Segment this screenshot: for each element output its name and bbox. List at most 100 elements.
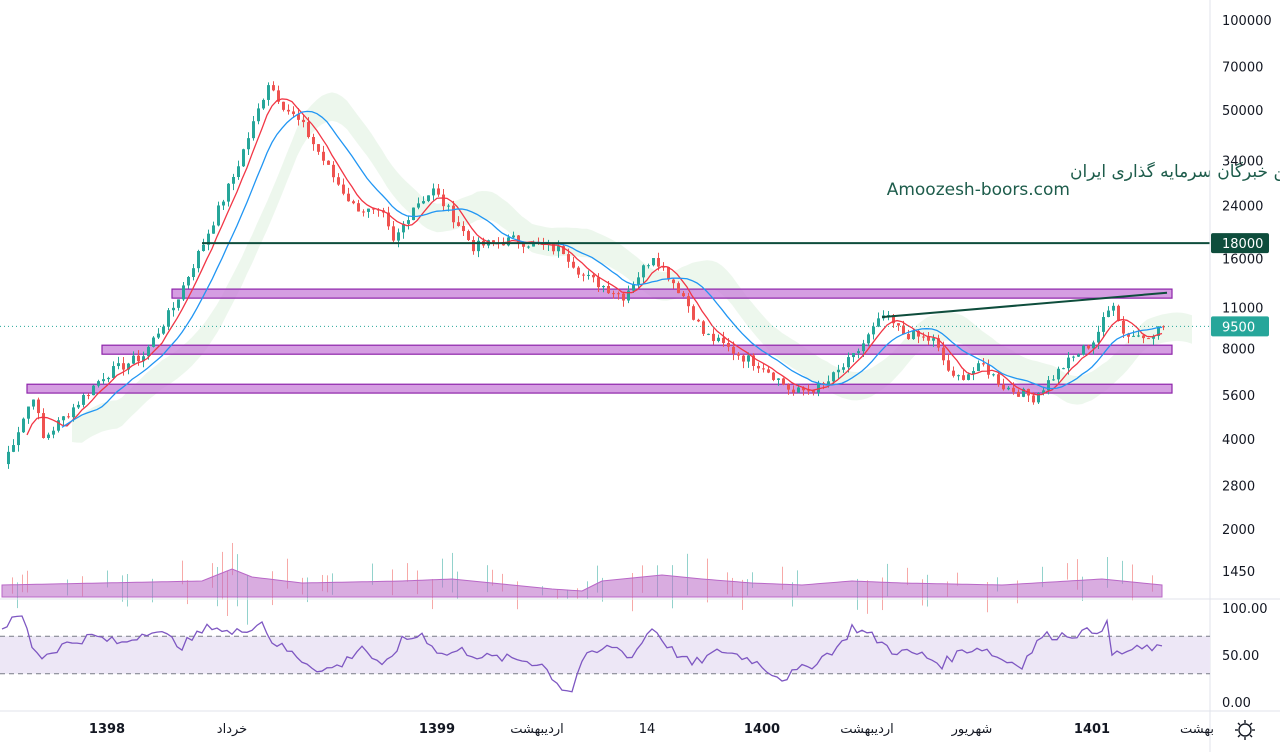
rsi-tick-label: 0.00 bbox=[1222, 696, 1251, 711]
candle-body bbox=[832, 372, 835, 382]
candle-body bbox=[452, 205, 455, 223]
candle-body bbox=[152, 337, 155, 347]
candle-body bbox=[1072, 356, 1075, 358]
rsi-band bbox=[0, 636, 1210, 674]
time-label: بهشت bbox=[1180, 722, 1214, 737]
volume-bar bbox=[752, 572, 753, 588]
volume-bar bbox=[907, 567, 908, 586]
candle-body bbox=[632, 284, 635, 291]
candle-body bbox=[897, 323, 900, 326]
volume-bar bbox=[1042, 566, 1043, 588]
price-axis[interactable]: 100000 70000 50000 34000 24000 16000 11000 8000… bbox=[1211, 14, 1272, 711]
candle-body bbox=[367, 208, 370, 212]
candle-body bbox=[1112, 305, 1115, 311]
candle-body bbox=[417, 203, 420, 208]
volume-bar bbox=[22, 574, 23, 593]
candle-body bbox=[27, 406, 30, 419]
candle-body bbox=[477, 240, 480, 252]
candle-body bbox=[492, 240, 495, 243]
candle-body bbox=[192, 268, 195, 278]
candle-body bbox=[242, 149, 245, 167]
candle-body bbox=[742, 355, 745, 362]
candle-body bbox=[17, 432, 20, 446]
candle-body bbox=[737, 353, 740, 356]
candle-body bbox=[57, 420, 60, 431]
cloud-area bbox=[72, 92, 1192, 443]
candle-body bbox=[92, 385, 95, 396]
candle-body bbox=[222, 201, 225, 206]
volume-bar bbox=[957, 572, 958, 586]
candle-body bbox=[7, 451, 10, 465]
candle-body bbox=[147, 346, 150, 357]
candle-body bbox=[267, 85, 270, 100]
candle-body bbox=[992, 374, 995, 376]
trend-line[interactable] bbox=[881, 291, 1168, 319]
candle-body bbox=[132, 355, 135, 364]
candle-body bbox=[1137, 335, 1140, 337]
candle-body bbox=[97, 381, 100, 386]
candle-body bbox=[432, 188, 435, 196]
candle-body bbox=[707, 333, 710, 335]
candle-body bbox=[1022, 388, 1025, 397]
MA-short-line bbox=[26, 98, 1163, 436]
candle-body bbox=[562, 246, 565, 255]
candle-body bbox=[157, 333, 160, 338]
gear-icon[interactable] bbox=[1238, 723, 1252, 737]
last-price-label: 9500 bbox=[1222, 320, 1255, 335]
moving-averages bbox=[26, 98, 1163, 436]
candle-body bbox=[727, 342, 730, 347]
candle-body bbox=[872, 326, 875, 335]
candle-body bbox=[767, 369, 770, 373]
level-price-label-bg bbox=[1211, 233, 1269, 254]
price-tick-label: 34000 bbox=[1222, 154, 1263, 169]
candle-body bbox=[357, 203, 360, 212]
price-tick-label: 100000 bbox=[1222, 14, 1272, 29]
candle-body bbox=[892, 315, 895, 324]
candle-body bbox=[142, 356, 145, 362]
zone-lower bbox=[26, 383, 1173, 394]
price-tick-label: 11000 bbox=[1222, 301, 1263, 316]
volume-bar bbox=[687, 553, 688, 596]
candle-body bbox=[457, 222, 460, 226]
candle-body bbox=[472, 240, 475, 252]
candle-body bbox=[682, 293, 685, 297]
candle-body bbox=[302, 119, 305, 123]
candle-body bbox=[447, 205, 450, 207]
price-tick-label: 2800 bbox=[1222, 479, 1255, 494]
candle-body bbox=[292, 111, 295, 115]
volume-bar bbox=[797, 570, 798, 596]
candle-body bbox=[522, 243, 525, 247]
candle-body bbox=[1082, 345, 1085, 355]
candle-body bbox=[127, 363, 130, 370]
watermark-persian: انجمن خبرگان سرمایه گذاری ایران bbox=[1070, 161, 1280, 182]
volume-bar bbox=[442, 558, 443, 588]
volume-bar bbox=[232, 542, 233, 576]
candle-body bbox=[412, 207, 415, 221]
candle-body bbox=[1042, 390, 1045, 394]
time-label: 1398 bbox=[89, 722, 125, 737]
last-price-label-bg bbox=[1211, 316, 1269, 337]
candle-body bbox=[1002, 384, 1005, 390]
candle-body bbox=[467, 231, 470, 241]
candle-body bbox=[902, 325, 905, 335]
candle-body bbox=[702, 321, 705, 334]
candle-body bbox=[627, 290, 630, 301]
candle-body bbox=[32, 399, 35, 407]
candle-body bbox=[437, 188, 440, 195]
volume-bar bbox=[452, 552, 453, 593]
candle-body bbox=[82, 395, 85, 405]
candle-body bbox=[597, 277, 600, 288]
candle-body bbox=[342, 184, 345, 194]
settings-button[interactable] bbox=[1235, 720, 1255, 740]
candle-body bbox=[792, 389, 795, 393]
candle-body bbox=[612, 293, 615, 295]
candle-body bbox=[422, 201, 425, 204]
candle-body bbox=[1107, 310, 1110, 318]
candle-body bbox=[442, 194, 445, 207]
time-axis[interactable]: 1398 خرداد 1399 اردیبهشت 14 1400 اردیبهشت شهریو… bbox=[89, 722, 1214, 737]
ichimoku-cloud bbox=[72, 92, 1192, 443]
drawn-lines bbox=[0, 242, 1210, 327]
zone-middle bbox=[101, 344, 1173, 355]
candle-body bbox=[867, 334, 870, 344]
